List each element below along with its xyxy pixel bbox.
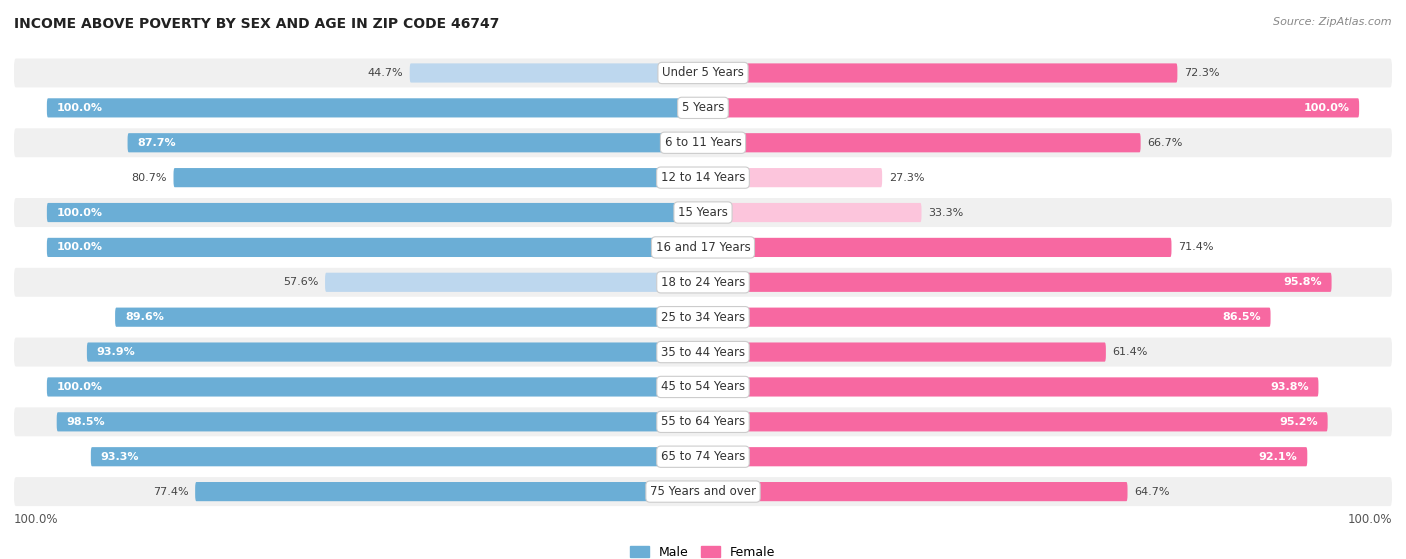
Text: 6 to 11 Years: 6 to 11 Years <box>665 136 741 149</box>
Text: 44.7%: 44.7% <box>367 68 404 78</box>
Text: 86.5%: 86.5% <box>1222 312 1261 322</box>
Text: 100.0%: 100.0% <box>1347 513 1392 526</box>
FancyBboxPatch shape <box>703 343 1107 362</box>
FancyBboxPatch shape <box>409 63 703 83</box>
Text: 100.0%: 100.0% <box>14 513 59 526</box>
Text: 16 and 17 Years: 16 and 17 Years <box>655 241 751 254</box>
Text: 98.5%: 98.5% <box>66 417 105 427</box>
Text: 80.7%: 80.7% <box>131 173 167 183</box>
Text: 45 to 54 Years: 45 to 54 Years <box>661 381 745 394</box>
Text: 100.0%: 100.0% <box>56 243 103 253</box>
FancyBboxPatch shape <box>173 168 703 187</box>
Text: 33.3%: 33.3% <box>928 207 963 217</box>
FancyBboxPatch shape <box>703 412 1327 432</box>
Text: 93.8%: 93.8% <box>1270 382 1309 392</box>
FancyBboxPatch shape <box>703 307 1271 327</box>
FancyBboxPatch shape <box>195 482 703 501</box>
FancyBboxPatch shape <box>14 198 1392 227</box>
FancyBboxPatch shape <box>703 377 1319 396</box>
Text: 35 to 44 Years: 35 to 44 Years <box>661 345 745 358</box>
FancyBboxPatch shape <box>14 303 1392 331</box>
Text: 95.8%: 95.8% <box>1284 277 1322 287</box>
Text: 61.4%: 61.4% <box>1112 347 1147 357</box>
Text: 66.7%: 66.7% <box>1147 138 1182 148</box>
FancyBboxPatch shape <box>703 133 1140 153</box>
FancyBboxPatch shape <box>703 98 1360 117</box>
Text: 75 Years and over: 75 Years and over <box>650 485 756 498</box>
FancyBboxPatch shape <box>128 133 703 153</box>
Text: 100.0%: 100.0% <box>56 382 103 392</box>
FancyBboxPatch shape <box>14 442 1392 471</box>
Text: 93.3%: 93.3% <box>101 452 139 462</box>
FancyBboxPatch shape <box>14 128 1392 157</box>
Text: 5 Years: 5 Years <box>682 101 724 115</box>
Text: 87.7%: 87.7% <box>138 138 176 148</box>
FancyBboxPatch shape <box>703 482 1128 501</box>
Text: 77.4%: 77.4% <box>153 486 188 496</box>
FancyBboxPatch shape <box>91 447 703 466</box>
FancyBboxPatch shape <box>703 447 1308 466</box>
Text: 27.3%: 27.3% <box>889 173 924 183</box>
FancyBboxPatch shape <box>14 59 1392 87</box>
Text: 57.6%: 57.6% <box>283 277 319 287</box>
Text: 65 to 74 Years: 65 to 74 Years <box>661 450 745 463</box>
Text: 18 to 24 Years: 18 to 24 Years <box>661 276 745 289</box>
FancyBboxPatch shape <box>14 408 1392 437</box>
FancyBboxPatch shape <box>56 412 703 432</box>
FancyBboxPatch shape <box>14 477 1392 506</box>
Text: 71.4%: 71.4% <box>1178 243 1213 253</box>
FancyBboxPatch shape <box>46 98 703 117</box>
FancyBboxPatch shape <box>14 268 1392 297</box>
FancyBboxPatch shape <box>87 343 703 362</box>
Text: 64.7%: 64.7% <box>1135 486 1170 496</box>
Text: 93.9%: 93.9% <box>97 347 135 357</box>
Text: INCOME ABOVE POVERTY BY SEX AND AGE IN ZIP CODE 46747: INCOME ABOVE POVERTY BY SEX AND AGE IN Z… <box>14 17 499 31</box>
Text: Source: ZipAtlas.com: Source: ZipAtlas.com <box>1274 17 1392 27</box>
Text: 72.3%: 72.3% <box>1184 68 1219 78</box>
Text: 92.1%: 92.1% <box>1258 452 1298 462</box>
FancyBboxPatch shape <box>115 307 703 327</box>
Text: 100.0%: 100.0% <box>56 207 103 217</box>
Text: Under 5 Years: Under 5 Years <box>662 67 744 79</box>
FancyBboxPatch shape <box>14 338 1392 367</box>
Text: 100.0%: 100.0% <box>56 103 103 113</box>
FancyBboxPatch shape <box>46 377 703 396</box>
Text: 12 to 14 Years: 12 to 14 Years <box>661 171 745 184</box>
FancyBboxPatch shape <box>703 238 1171 257</box>
FancyBboxPatch shape <box>46 203 703 222</box>
FancyBboxPatch shape <box>703 168 882 187</box>
FancyBboxPatch shape <box>14 372 1392 401</box>
FancyBboxPatch shape <box>703 63 1177 83</box>
Legend: Male, Female: Male, Female <box>626 541 780 559</box>
FancyBboxPatch shape <box>703 273 1331 292</box>
FancyBboxPatch shape <box>703 203 921 222</box>
Text: 55 to 64 Years: 55 to 64 Years <box>661 415 745 428</box>
Text: 100.0%: 100.0% <box>1303 103 1350 113</box>
Text: 25 to 34 Years: 25 to 34 Years <box>661 311 745 324</box>
Text: 15 Years: 15 Years <box>678 206 728 219</box>
FancyBboxPatch shape <box>46 238 703 257</box>
Text: 95.2%: 95.2% <box>1279 417 1317 427</box>
FancyBboxPatch shape <box>14 163 1392 192</box>
Text: 89.6%: 89.6% <box>125 312 165 322</box>
FancyBboxPatch shape <box>14 93 1392 122</box>
FancyBboxPatch shape <box>325 273 703 292</box>
FancyBboxPatch shape <box>14 233 1392 262</box>
